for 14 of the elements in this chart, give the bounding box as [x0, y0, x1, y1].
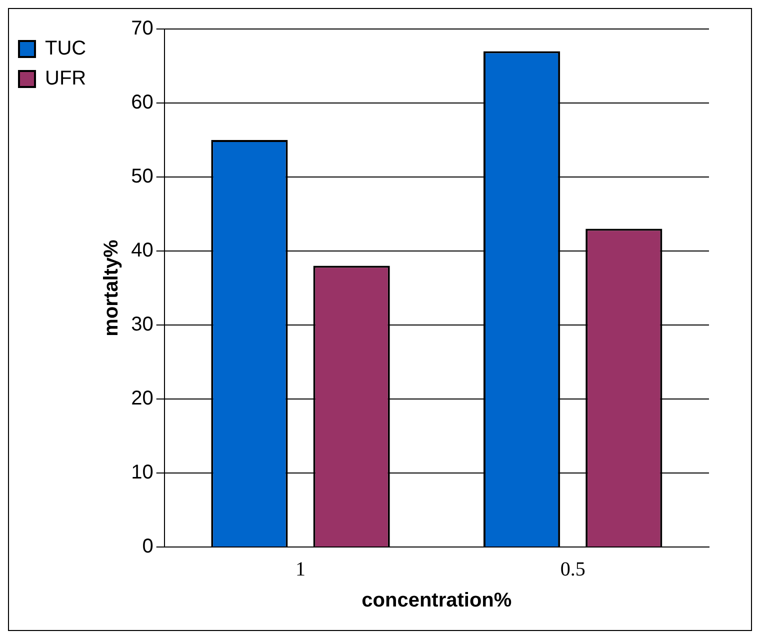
legend-label: UFR — [45, 68, 86, 90]
y-tick-label: 30 — [131, 314, 154, 336]
y-tick-label: 20 — [131, 388, 154, 410]
y-tick-label: 10 — [131, 462, 154, 484]
y-tick-label: 70 — [131, 18, 154, 40]
y-tick-label: 40 — [131, 240, 154, 262]
x-axis-title: concentration% — [362, 590, 512, 612]
y-tick-label: 60 — [131, 92, 154, 114]
y-axis-title: mortalty% — [100, 239, 123, 336]
y-tick-label: 0 — [142, 536, 154, 558]
legend-label: TUC — [45, 38, 86, 60]
x-tick-label: 0.5 — [560, 558, 586, 580]
y-tick-label: 50 — [131, 166, 154, 188]
x-tick-label: 1 — [296, 558, 306, 580]
